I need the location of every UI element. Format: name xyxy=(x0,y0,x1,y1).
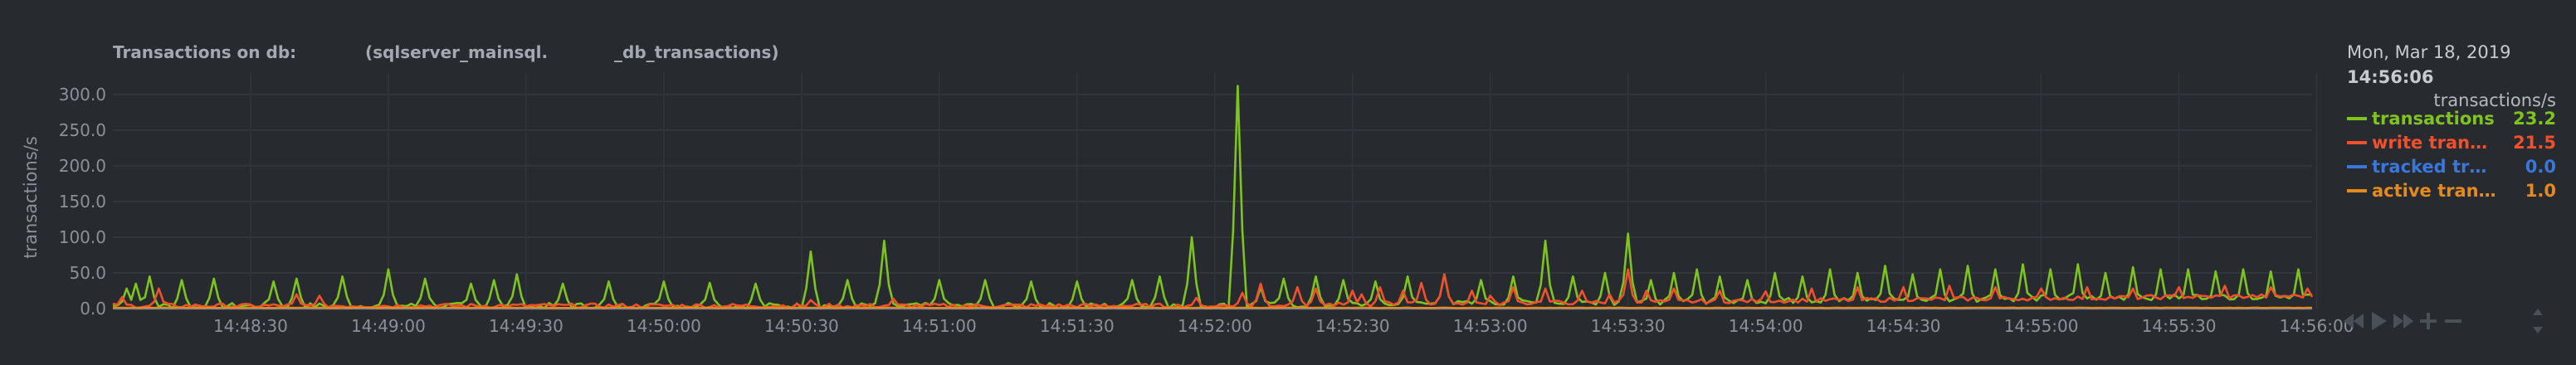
x-tick-label: 14:50:30 xyxy=(764,316,839,336)
legend-units: transactions/s xyxy=(2433,90,2556,110)
x-tick-label: 14:51:00 xyxy=(902,316,977,336)
x-axis: 14:48:30 14:49:00 14:49:30 14:50:00 14:50:30… xyxy=(113,308,2354,336)
series-line-active-transactions[interactable] xyxy=(112,306,2313,309)
rewind-icon[interactable] xyxy=(2344,314,2364,328)
legend-label: write tran… xyxy=(2372,133,2487,153)
y-tick-label: 200.0 xyxy=(59,156,106,176)
chart-title-db: _db_transactions) xyxy=(614,42,779,62)
legend-value: 21.5 xyxy=(2513,133,2556,153)
y-tick-label: 50.0 xyxy=(69,263,106,283)
zoom-in-icon[interactable] xyxy=(2420,313,2437,329)
x-tick-label: 14:51:30 xyxy=(1040,316,1115,336)
x-tick-label: 14:55:00 xyxy=(2004,316,2079,336)
x-tick-label: 14:54:00 xyxy=(1729,316,1803,336)
y-tick-label: 300.0 xyxy=(59,85,106,105)
legend-label: transactions xyxy=(2372,109,2495,129)
legend-item[interactable]: tracked tr… 0.0 xyxy=(2347,157,2556,177)
series-lines[interactable] xyxy=(112,85,2314,310)
x-tick-label: 14:49:30 xyxy=(489,316,564,336)
x-tick-label: 14:53:30 xyxy=(1591,316,1666,336)
series-line-write-transactions[interactable] xyxy=(112,268,2314,309)
x-tick-label: 14:52:00 xyxy=(1178,316,1252,336)
legend-date: Mon, Mar 18, 2019 xyxy=(2347,42,2510,62)
x-tick-label: 14:50:00 xyxy=(627,316,701,336)
legend-item[interactable]: write tran… 21.5 xyxy=(2347,133,2556,153)
x-tick-label: 14:48:30 xyxy=(213,316,288,336)
x-tick-label: 14:54:30 xyxy=(1866,316,1941,336)
resize-icon[interactable] xyxy=(2533,309,2543,333)
legend-item[interactable]: transactions 23.2 xyxy=(2347,109,2556,129)
legend-time: 14:56:06 xyxy=(2347,67,2433,87)
chart-controls xyxy=(2344,309,2543,333)
legend-value: 0.0 xyxy=(2525,157,2556,177)
legend-item[interactable]: active tran… 1.0 xyxy=(2347,181,2556,201)
series-line-transactions[interactable] xyxy=(112,85,2312,310)
legend-label: tracked tr… xyxy=(2372,157,2486,177)
zoom-out-icon[interactable] xyxy=(2445,319,2461,323)
play-icon[interactable] xyxy=(2372,312,2387,330)
legend-label: active tran… xyxy=(2372,181,2496,201)
forward-icon[interactable] xyxy=(2393,314,2413,328)
y-axis-label: transactions/s xyxy=(21,136,41,259)
x-tick-label: 14:49:00 xyxy=(351,316,426,336)
x-tick-label: 14:52:30 xyxy=(1315,316,1390,336)
y-tick-label: 250.0 xyxy=(59,120,106,140)
y-tick-label: 0.0 xyxy=(80,299,106,319)
grid xyxy=(113,73,2318,309)
legend: transactions 23.2 write tran… 21.5 tracked t… xyxy=(2347,109,2556,201)
x-tick-label: 14:56:00 xyxy=(2280,316,2354,336)
y-axis: 300.0 250.0 200.0 150.0 100.0 50.0 0.0 xyxy=(59,85,106,319)
x-tick-label: 14:53:00 xyxy=(1453,316,1528,336)
y-tick-label: 100.0 xyxy=(59,227,106,247)
x-tick-label: 14:55:30 xyxy=(2142,316,2217,336)
legend-value: 1.0 xyxy=(2525,181,2556,201)
legend-value: 23.2 xyxy=(2513,109,2556,129)
chart-title-host: (sqlserver_mainsql. xyxy=(365,42,548,62)
chart-title: Transactions on db: xyxy=(113,42,296,62)
y-tick-label: 150.0 xyxy=(59,192,106,212)
